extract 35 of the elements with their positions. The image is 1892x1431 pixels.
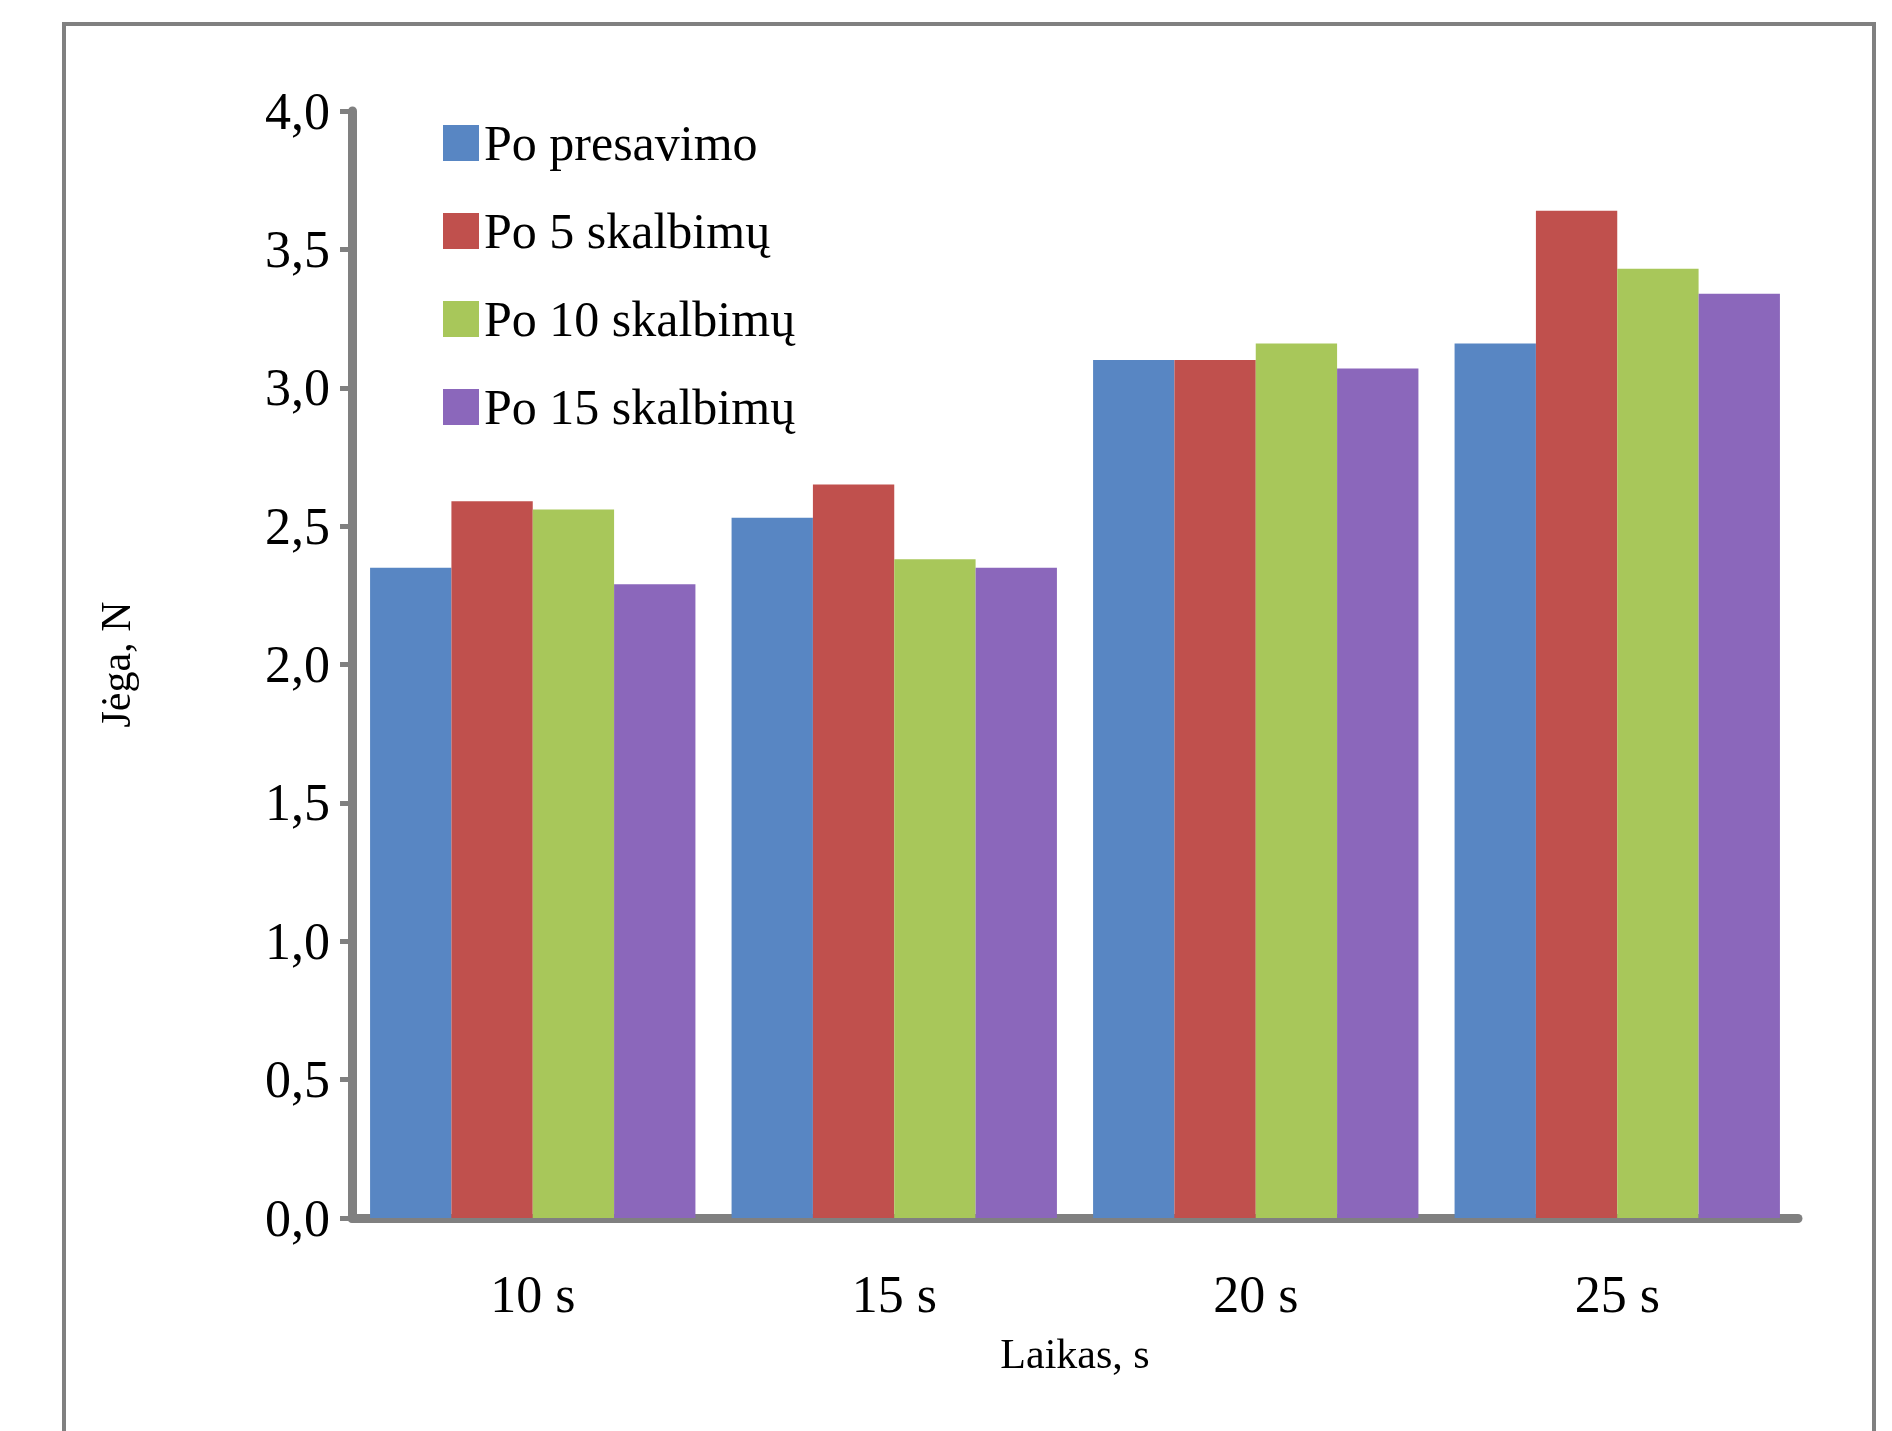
bar [1698,293,1780,1218]
bar [1535,210,1618,1218]
bar [1174,360,1256,1218]
y-axis-title: Jėga, N [93,601,139,728]
legend-label: Po presavimo [484,115,758,171]
y-tick-label: 0,0 [265,1189,330,1247]
bar [614,584,696,1218]
legend-label: Po 5 skalbimų [484,203,772,259]
bar [451,501,533,1218]
bar [1255,343,1338,1218]
y-tick-label: 1,0 [265,912,330,970]
y-tick-label: 2,0 [265,636,330,693]
legend-label: Po 15 skalbimų [484,379,797,435]
y-tick-label: 4,0 [265,82,330,140]
bar [812,484,895,1218]
x-tick-label: 25 s [1574,1265,1660,1323]
y-tick-label: 0,5 [265,1051,330,1109]
x-tick-label: 20 s [1213,1265,1299,1323]
y-tick-label: 3,5 [265,220,330,278]
bar [894,559,976,1218]
y-tick-label: 2,5 [265,497,330,555]
legend-label: Po 10 skalbimų [484,291,797,347]
y-tick-label: 1,5 [265,774,330,832]
x-tick-label: 10 s [490,1265,576,1323]
bar [1093,360,1175,1218]
x-axis-title: Laikas, s [1000,1331,1150,1377]
bar [975,567,1057,1218]
bar [1454,343,1536,1218]
bar [532,509,615,1218]
x-tick-label: 15 s [851,1265,937,1323]
bar [731,517,813,1218]
y-tick-label: 3,0 [265,359,330,417]
bar [370,567,452,1218]
bar [1617,268,1699,1218]
bar [1337,368,1419,1218]
